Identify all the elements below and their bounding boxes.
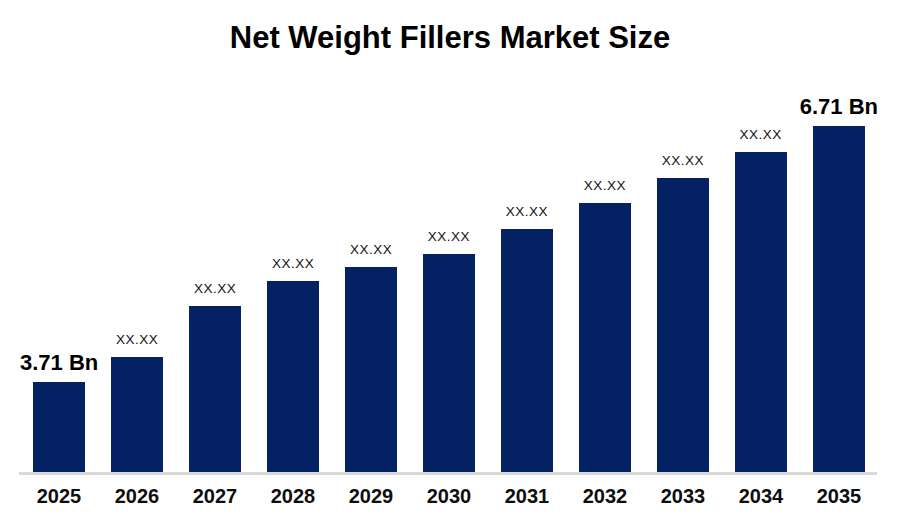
bar-2025 — [33, 382, 85, 472]
bar-column-2029: XX.XX — [332, 242, 410, 472]
bar-value-label-2025: 3.71 Bn — [20, 350, 98, 376]
bar-column-2027: XX.XX — [176, 281, 254, 472]
bar-value-label-2026: XX.XX — [116, 332, 158, 347]
bars-row: 3.71 Bn XX.XX XX.XX XX.XX XX.XX XX.XX XX.XX XX.… — [20, 94, 878, 472]
bar-2030 — [423, 254, 475, 472]
bar-value-label-2028: XX.XX — [272, 256, 314, 271]
bar-column-2030: XX.XX — [410, 229, 488, 472]
x-axis-label-2028: 2028 — [254, 485, 332, 508]
bar-2026 — [111, 357, 163, 472]
bar-column-2025: 3.71 Bn — [20, 350, 98, 472]
bar-2031 — [501, 229, 553, 472]
bar-value-label-2031: XX.XX — [506, 204, 548, 219]
bar-value-label-2035: 6.71 Bn — [800, 94, 878, 120]
bar-2029 — [345, 267, 397, 472]
bar-value-label-2027: XX.XX — [194, 281, 236, 296]
x-axis-line — [19, 472, 877, 475]
bar-column-2032: XX.XX — [566, 178, 644, 472]
bar-column-2026: XX.XX — [98, 332, 176, 472]
x-axis-label-2034: 2034 — [722, 485, 800, 508]
x-axis-label-2030: 2030 — [410, 485, 488, 508]
x-axis-label-2025: 2025 — [20, 485, 98, 508]
x-axis-label-2031: 2031 — [488, 485, 566, 508]
bar-2035 — [813, 126, 865, 472]
bar-value-label-2034: XX.XX — [740, 127, 782, 142]
x-axis-label-2026: 2026 — [98, 485, 176, 508]
bar-2032 — [579, 203, 631, 472]
x-axis-label-2027: 2027 — [176, 485, 254, 508]
bar-column-2035: 6.71 Bn — [800, 94, 878, 472]
bar-value-label-2032: XX.XX — [584, 178, 626, 193]
bar-2033 — [657, 178, 709, 472]
chart-title: Net Weight Fillers Market Size — [0, 20, 900, 56]
bar-2034 — [735, 152, 787, 472]
bar-column-2028: XX.XX — [254, 256, 332, 472]
bar-value-label-2029: XX.XX — [350, 242, 392, 257]
bar-2027 — [189, 306, 241, 472]
x-axis-label-2033: 2033 — [644, 485, 722, 508]
x-axis-label-2029: 2029 — [332, 485, 410, 508]
bar-column-2031: XX.XX — [488, 204, 566, 472]
chart-canvas: Net Weight Fillers Market Size 3.71 Bn XX… — [0, 0, 900, 525]
bar-2028 — [267, 281, 319, 472]
x-axis-labels-row: 2025202620272028202920302031203220332034… — [20, 485, 878, 508]
x-axis-label-2035: 2035 — [800, 485, 878, 508]
bar-column-2033: XX.XX — [644, 153, 722, 472]
bar-value-label-2030: XX.XX — [428, 229, 470, 244]
bar-column-2034: XX.XX — [722, 127, 800, 472]
x-axis-label-2032: 2032 — [566, 485, 644, 508]
bar-value-label-2033: XX.XX — [662, 153, 704, 168]
